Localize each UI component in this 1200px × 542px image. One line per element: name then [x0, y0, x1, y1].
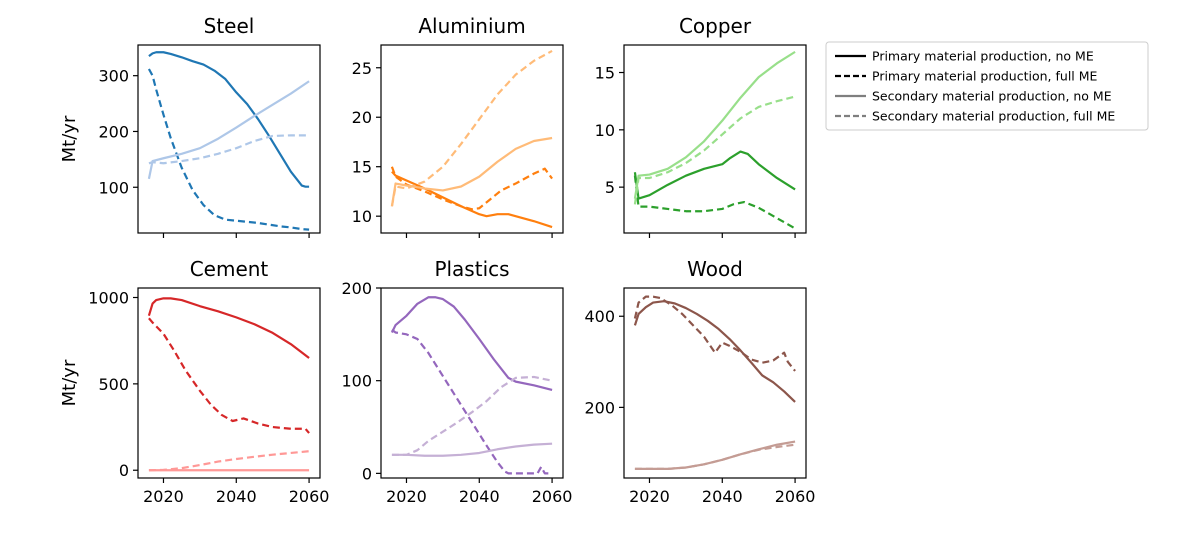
series-group [147, 297, 310, 472]
series-line-wood-4 [634, 443, 796, 470]
series-line-copper-3 [633, 50, 796, 199]
x-tick-label: 2040 [702, 487, 743, 506]
panel-aluminium: 10 15 20 25 Aluminium [352, 14, 564, 238]
panel-title: Plastics [434, 257, 509, 281]
panel-cement: 2020 2040 2060 0 500 1000 Cement Mt/yr [59, 257, 329, 506]
y-tick-label: 300 [98, 67, 129, 86]
y-tick-label: 5 [605, 178, 615, 197]
panel-title: Aluminium [418, 14, 525, 38]
panel-title: Cement [190, 257, 269, 281]
series-line-steel-3 [147, 80, 310, 180]
panel-steel: 100 200 300 Steel Mt/yr [59, 14, 321, 238]
series-line-wood-1 [633, 300, 796, 403]
series-line-plastics-4 [391, 375, 553, 456]
y-tick-label: 0 [362, 464, 372, 483]
series-line-aluminium-1 [391, 170, 553, 229]
legend: Primary material production, no ME Primar… [825, 41, 1149, 131]
series-line-copper-2 [633, 175, 796, 230]
y-axis-label: Mt/yr [59, 115, 80, 162]
series-line-steel-1 [148, 51, 310, 188]
series-line-plastics-3 [391, 442, 553, 457]
y-tick-label: 20 [352, 108, 372, 127]
axes-frame [137, 287, 321, 479]
series-line-wood-3 [634, 440, 796, 470]
y-tick-label: 100 [341, 372, 372, 391]
series-group [633, 50, 796, 230]
axes-frame [380, 44, 564, 234]
series-group [390, 296, 553, 475]
legend-entry-label: Secondary material production, full ME [872, 109, 1115, 124]
series-line-copper-1 [633, 150, 796, 200]
y-tick-label: 400 [584, 307, 615, 326]
y-tick-label: 100 [98, 178, 129, 197]
series-line-cement-4 [148, 450, 310, 472]
x-tick-label: 2020 [386, 487, 427, 506]
x-tick-label: 2040 [459, 487, 500, 506]
series-line-plastics-2 [391, 328, 553, 475]
legend-entry-label: Secondary material production, no ME [872, 89, 1112, 104]
axes-frame [137, 44, 321, 234]
y-tick-label: 15 [595, 64, 615, 83]
y-tick-label: 15 [352, 158, 372, 177]
y-tick-label: 500 [98, 375, 129, 394]
x-tick-label: 2060 [289, 487, 330, 506]
y-tick-label: 200 [98, 122, 129, 141]
series-line-aluminium-3 [390, 136, 553, 207]
y-tick-label: 10 [352, 207, 372, 226]
axes-frame [623, 287, 807, 479]
y-tick-label: 200 [584, 398, 615, 417]
series-line-copper-4 [633, 95, 796, 205]
series-line-steel-4 [148, 134, 310, 165]
x-tick-label: 2040 [216, 487, 257, 506]
series-line-cement-1 [147, 297, 310, 359]
panel-wood: 2020 2040 2060 200 400 Wood [584, 257, 815, 506]
axes-frame [380, 287, 564, 479]
series-group [147, 51, 310, 231]
panel-title: Wood [687, 257, 743, 281]
panel-title: Copper [679, 14, 752, 38]
y-tick-label: 200 [341, 279, 372, 298]
series-group [633, 295, 796, 470]
y-tick-label: 0 [119, 461, 129, 480]
series-group [390, 49, 553, 229]
y-tick-label: 25 [352, 59, 372, 78]
legend-entry-label: Primary material production, no ME [872, 49, 1094, 64]
series-line-plastics-1 [390, 296, 553, 392]
x-tick-label: 2060 [532, 487, 573, 506]
y-tick-label: 1000 [88, 289, 129, 308]
series-line-cement-2 [148, 317, 310, 434]
x-tick-label: 2060 [775, 487, 816, 506]
series-line-wood-2 [633, 295, 796, 372]
legend-entry-label: Primary material production, full ME [872, 69, 1098, 84]
y-tick-label: 10 [595, 121, 615, 140]
series-line-steel-2 [147, 68, 310, 231]
series-line-aluminium-4 [390, 49, 553, 207]
y-axis-label: Mt/yr [59, 359, 80, 406]
x-tick-label: 2020 [143, 487, 184, 506]
x-tick-label: 2020 [629, 487, 670, 506]
panel-copper: 5 10 15 Copper [595, 14, 807, 238]
panel-plastics: 2020 2040 2060 0 100 200 Plastics [341, 257, 572, 506]
panel-title: Steel [204, 14, 255, 38]
axes-frame [623, 44, 807, 234]
legend-frame [825, 41, 1149, 131]
